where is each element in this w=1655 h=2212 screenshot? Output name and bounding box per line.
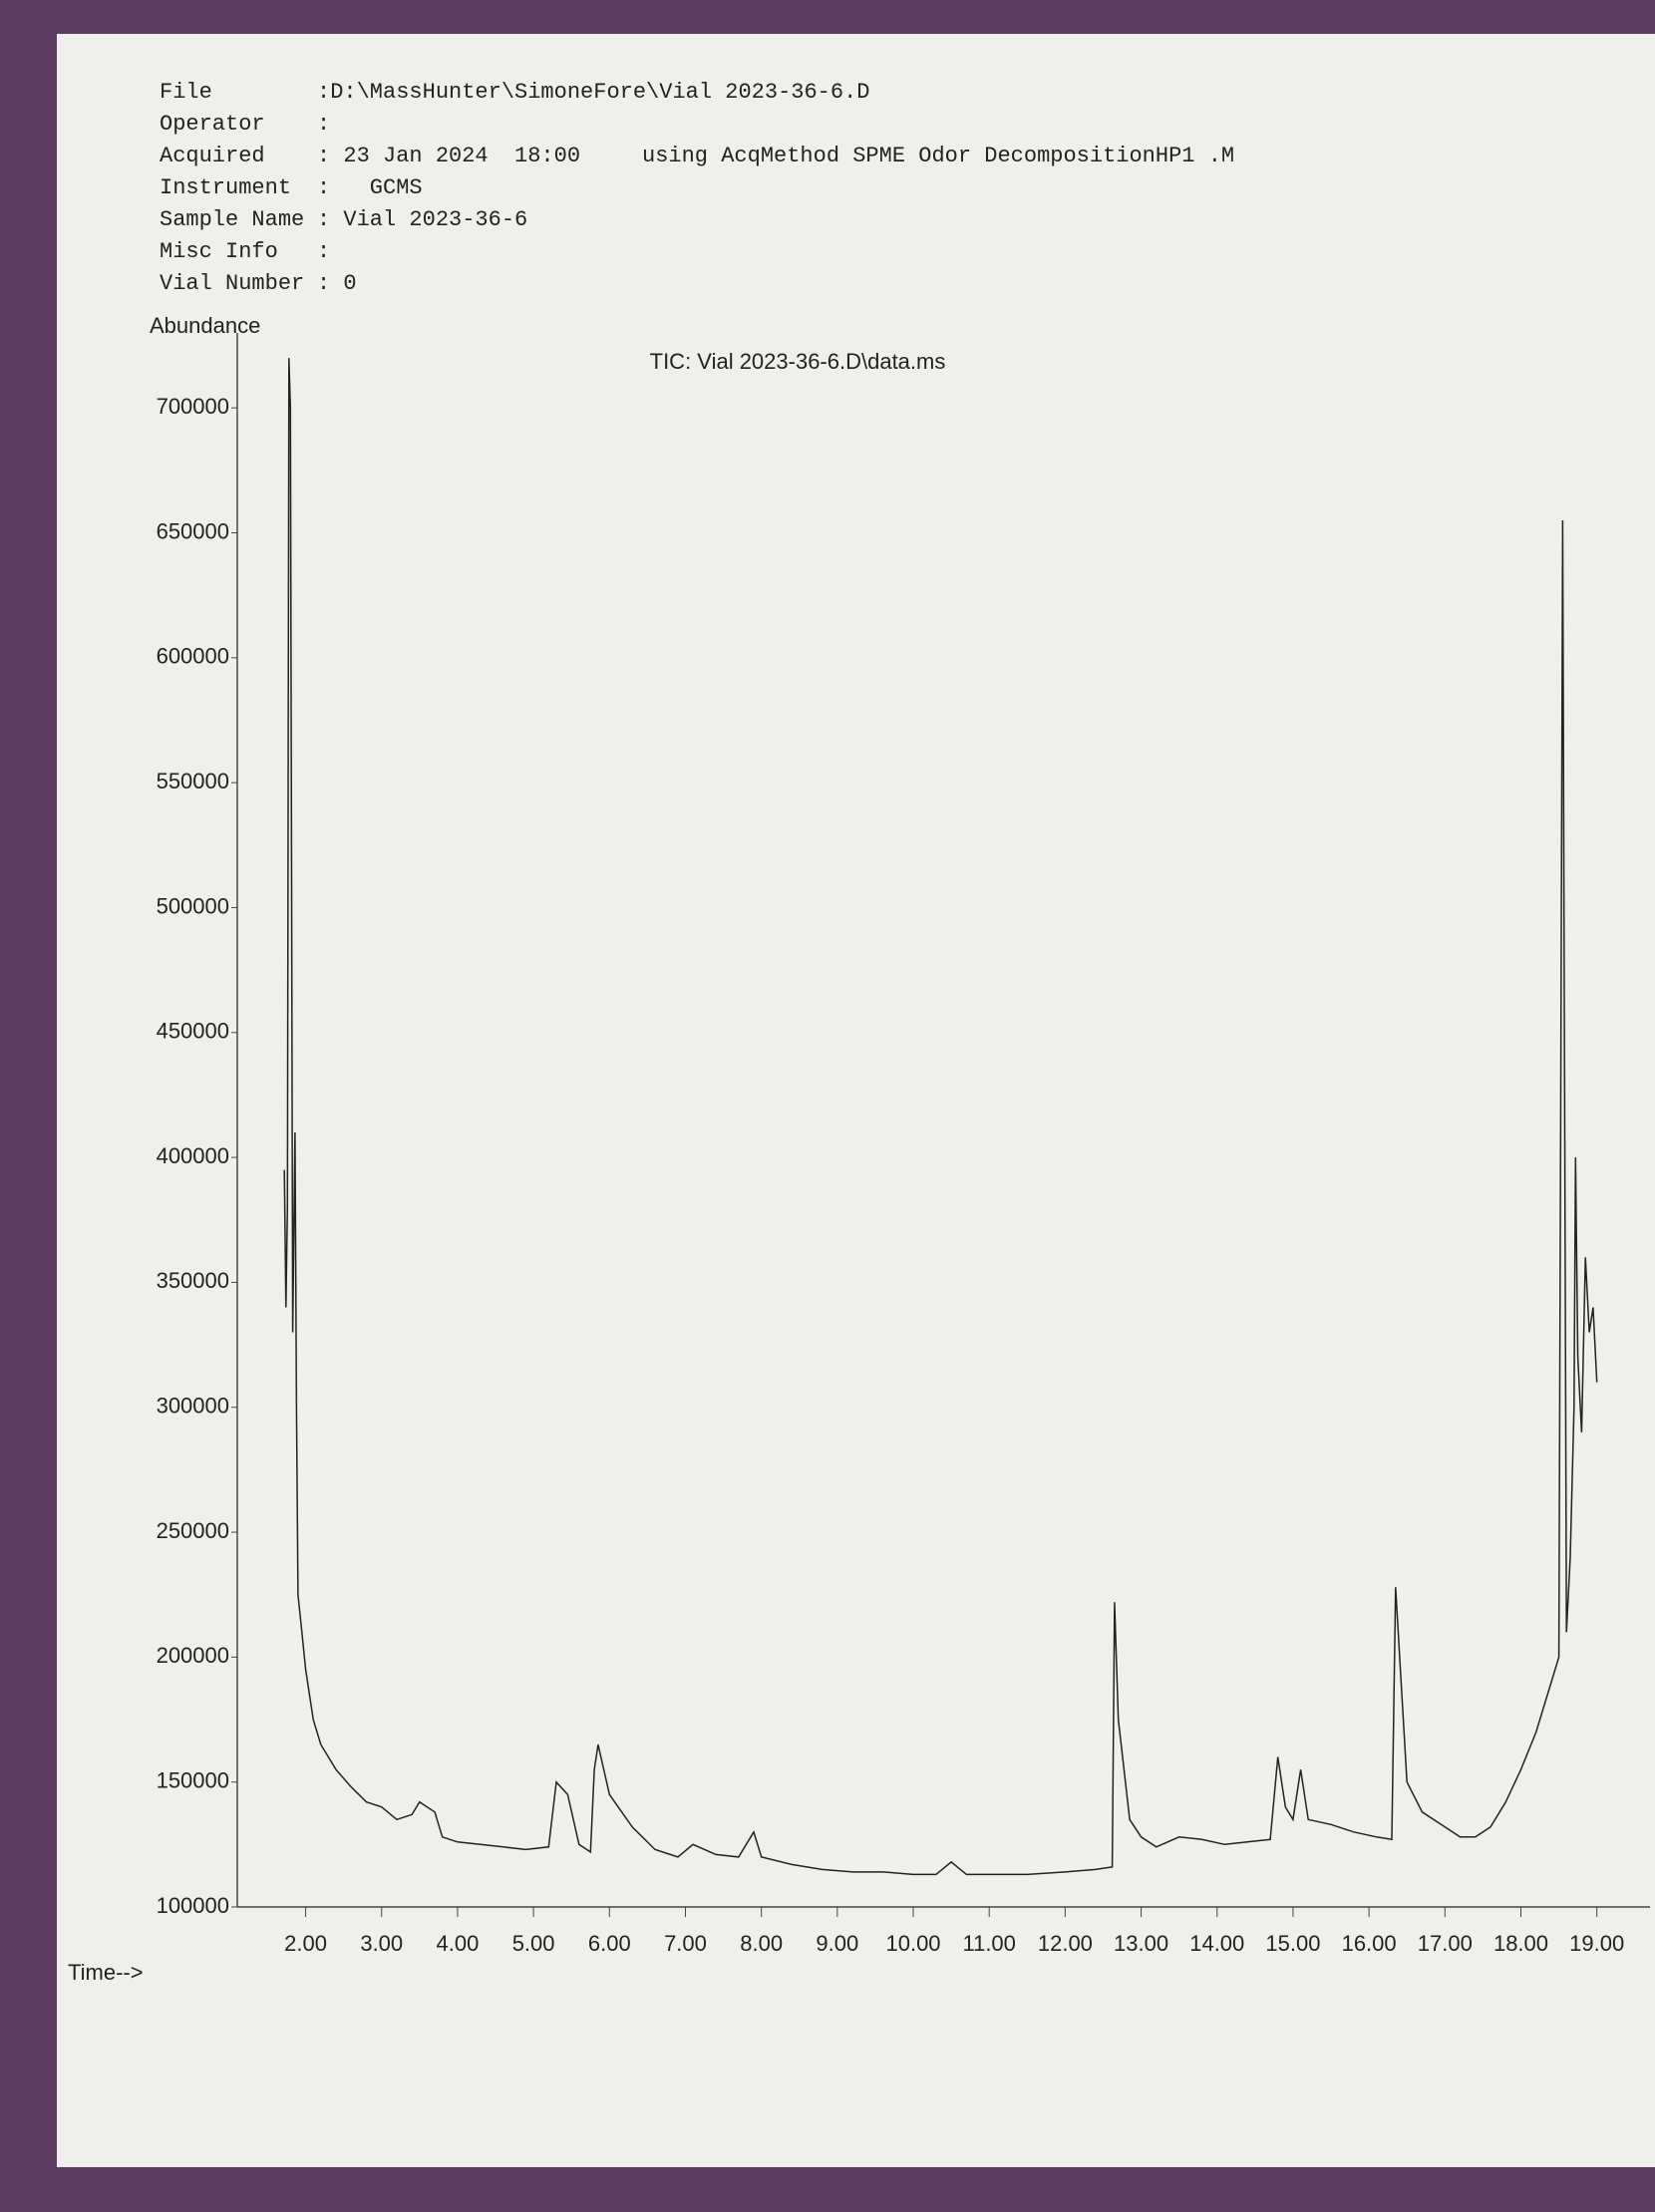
header-extra: using AcqMethod SPME Odor DecompositionH… (642, 144, 1234, 168)
header-value: : GCMS (317, 175, 423, 200)
y-tick-label: 450000 (157, 1019, 229, 1044)
x-tick-label: 9.00 (816, 1931, 858, 1956)
x-tick-label: 7.00 (664, 1931, 707, 1956)
x-tick-label: 5.00 (512, 1931, 555, 1956)
header-label: Misc Info (160, 239, 278, 264)
x-axis-label: Time--> (68, 1960, 144, 1985)
x-tick-label: 2.00 (284, 1931, 327, 1956)
header-label: File (160, 80, 212, 105)
x-tick-label: 6.00 (588, 1931, 631, 1956)
page: TIC: Vial 2023-36-6.D\data.ms Abundance … (0, 0, 1655, 2212)
header-label: Operator (160, 112, 265, 137)
header-value: :D:\MassHunter\SimoneFore\Vial 2023-36-6… (317, 80, 870, 105)
y-tick-label: 700000 (157, 394, 229, 419)
y-tick-label: 150000 (157, 1767, 229, 1792)
header-label: Acquired (160, 144, 265, 168)
header-value: : 0 (317, 271, 357, 296)
y-tick-label: 250000 (157, 1518, 229, 1543)
x-tick-label: 19.00 (1569, 1931, 1624, 1956)
x-tick-label: 8.00 (740, 1931, 783, 1956)
x-tick-label: 13.00 (1114, 1931, 1168, 1956)
x-tick-label: 18.00 (1493, 1931, 1548, 1956)
x-tick-label: 17.00 (1418, 1931, 1473, 1956)
header-value: : (317, 239, 330, 264)
x-tick-label: 14.00 (1189, 1931, 1244, 1956)
y-tick-label: 600000 (157, 644, 229, 669)
header-label: Instrument (160, 175, 291, 200)
y-tick-label: 550000 (157, 769, 229, 793)
header-value: : 23 Jan 2024 18:00 (317, 144, 580, 168)
y-tick-label: 650000 (157, 518, 229, 543)
y-tick-label: 300000 (157, 1394, 229, 1419)
y-tick-label: 500000 (157, 893, 229, 918)
header-label: Sample Name (160, 207, 304, 232)
chart-title: TIC: Vial 2023-36-6.D\data.ms (650, 349, 946, 374)
x-tick-label: 4.00 (437, 1931, 480, 1956)
y-tick-label: 100000 (157, 1893, 229, 1918)
x-tick-label: 10.00 (885, 1931, 940, 1956)
x-tick-label: 15.00 (1265, 1931, 1320, 1956)
header-label: Vial Number (160, 271, 304, 296)
header-value: : (317, 112, 330, 137)
x-tick-label: 12.00 (1038, 1931, 1093, 1956)
chart: TIC: Vial 2023-36-6.D\data.ms Abundance … (0, 0, 1655, 2212)
y-tick-label: 350000 (157, 1268, 229, 1293)
x-tick-label: 16.00 (1342, 1931, 1397, 1956)
x-tick-label: 11.00 (962, 1931, 1015, 1956)
header-value: : Vial 2023-36-6 (317, 207, 527, 232)
y-tick-label: 200000 (157, 1643, 229, 1668)
x-tick-label: 3.00 (360, 1931, 403, 1956)
y-axis-label: Abundance (150, 313, 260, 338)
y-tick-label: 400000 (157, 1143, 229, 1168)
